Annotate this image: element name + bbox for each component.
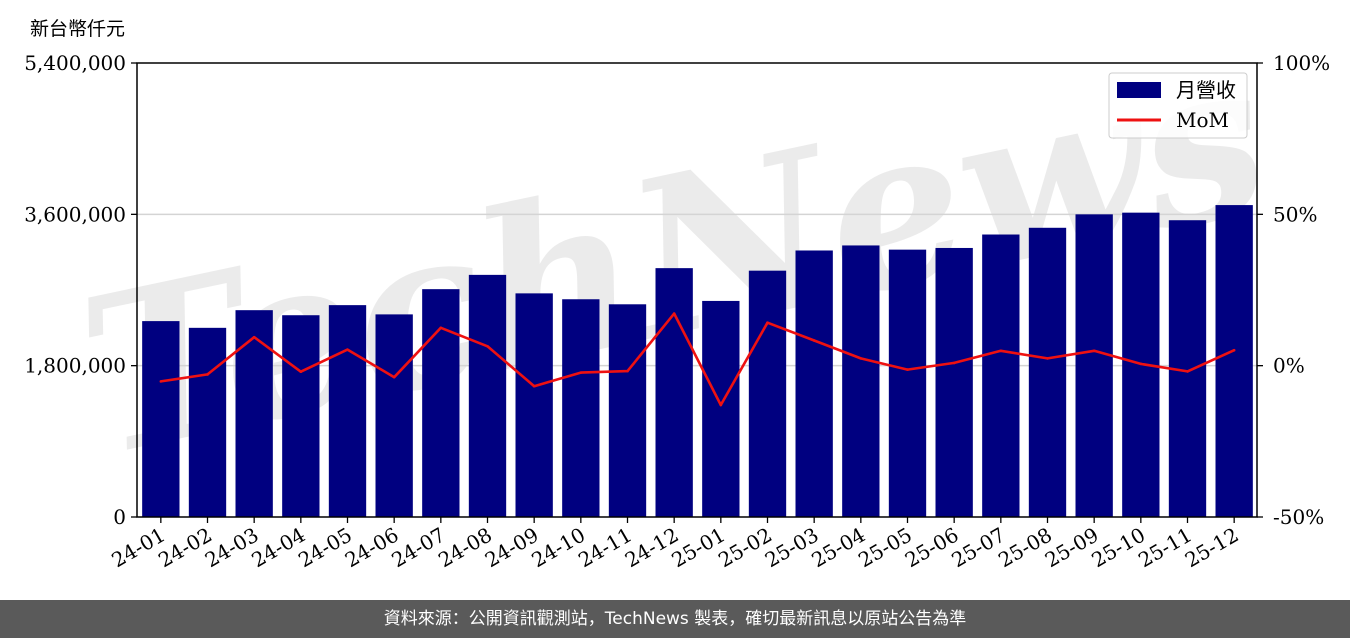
mom-point-24-11	[626, 369, 629, 373]
bar-25-05	[888, 249, 927, 517]
x-tick-label: 25-12	[1181, 523, 1243, 573]
mom-point-24-01	[159, 380, 163, 383]
mom-point-25-12	[1232, 348, 1236, 352]
y-axis-unit-label: 新台幣仟元	[30, 18, 126, 40]
mom-point-25-07	[999, 349, 1003, 353]
bar-24-10	[562, 299, 600, 517]
mom-point-25-01	[719, 403, 723, 407]
revenue-bars	[142, 205, 1253, 518]
y-tick-label: 1,800,000	[24, 354, 126, 378]
mom-point-25-09	[1092, 349, 1096, 353]
legend-swatch-bar	[1117, 82, 1161, 98]
bar-25-01	[702, 300, 740, 517]
bar-24-09	[515, 293, 553, 517]
mom-point-25-03	[812, 339, 816, 342]
bar-25-12	[1215, 205, 1253, 517]
mom-point-25-08	[1046, 357, 1049, 360]
bar-24-04	[282, 315, 320, 517]
bar-25-07	[982, 234, 1020, 517]
mom-point-25-05	[906, 368, 909, 371]
mom-point-25-06	[952, 361, 956, 365]
bar-25-06	[935, 247, 973, 518]
bar-24-12	[655, 268, 693, 517]
bar-24-01	[142, 321, 180, 517]
mom-point-24-02	[206, 373, 209, 376]
y-tick-label: 5,400,000	[24, 51, 126, 75]
bar-24-11	[608, 304, 647, 517]
plot-frame	[136, 62, 1258, 518]
revenue-chart: TechNews 01,800,0003,600,0005,400,000-50…	[24, 8, 1330, 573]
mom-point-24-03	[252, 335, 256, 339]
mom-point-24-09	[532, 384, 536, 388]
legend: 月營收 MoM	[1108, 72, 1248, 139]
source-footer: 資料來源：公開資訊觀測站，TechNews 製表，確切最新訊息以原站公告為準	[0, 600, 1350, 638]
bar-25-03	[795, 250, 833, 518]
bar-25-02	[748, 270, 787, 517]
bar-25-09	[1075, 214, 1113, 518]
mom-point-25-10	[1139, 362, 1143, 366]
y2-tick-label: 0%	[1273, 354, 1305, 378]
y2-tick-label: -50%	[1273, 505, 1324, 529]
bar-25-08	[1028, 227, 1067, 517]
mom-point-25-11	[1186, 370, 1189, 373]
bar-24-02	[188, 327, 227, 517]
gridlines	[137, 213, 1257, 367]
mom-point-24-10	[579, 371, 583, 374]
y2-tick-label: 100%	[1273, 51, 1330, 75]
y2-tick-label: 50%	[1273, 202, 1317, 226]
bar-24-03	[235, 310, 273, 517]
bar-24-05	[328, 305, 367, 517]
bar-24-06	[375, 314, 413, 517]
mom-point-24-04	[299, 370, 303, 374]
mom-line-series	[159, 312, 1236, 407]
mom-point-25-02	[766, 321, 769, 324]
mom-point-24-08	[486, 344, 489, 348]
y-tick-label: 0	[113, 505, 126, 529]
bar-25-04	[842, 245, 880, 517]
mom-point-24-06	[392, 375, 396, 379]
bar-24-07	[422, 289, 460, 517]
bar-24-08	[468, 274, 507, 517]
mom-point-25-04	[859, 357, 863, 360]
mom-line	[160, 312, 1235, 407]
legend-label-bar: 月營收	[1176, 78, 1236, 102]
legend-label-line: MoM	[1176, 108, 1229, 132]
mom-point-24-07	[439, 326, 443, 330]
y-tick-label: 3,600,000	[24, 202, 126, 226]
mom-point-24-12	[672, 312, 676, 315]
mom-point-24-05	[346, 348, 349, 351]
